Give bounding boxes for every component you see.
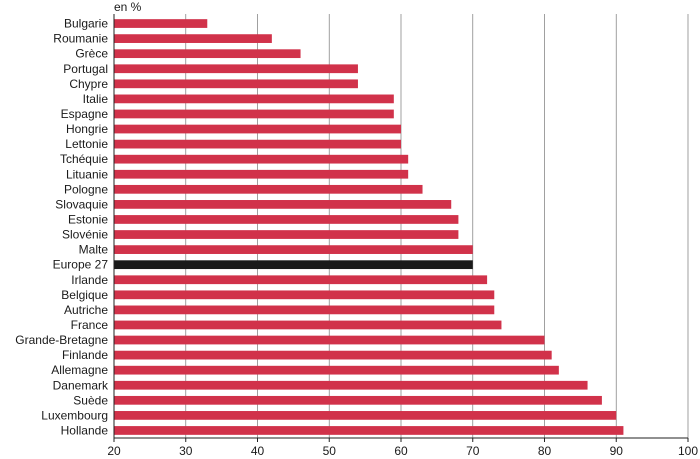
x-tick-label: 60 bbox=[394, 444, 408, 458]
bar-belgique bbox=[114, 290, 495, 300]
bar-malte bbox=[114, 245, 473, 254]
x-axis: 20 30 40 50 60 70 80 90 100 bbox=[107, 14, 698, 458]
category-label: Autriche bbox=[64, 303, 108, 317]
category-label: Slovaquie bbox=[55, 197, 108, 211]
bar-portugal bbox=[114, 64, 358, 74]
category-label: Hongrie bbox=[66, 122, 108, 136]
bar-hongrie bbox=[114, 124, 401, 134]
category-label: Malte bbox=[79, 243, 109, 257]
bar-bulgarie bbox=[114, 19, 208, 28]
category-label: Grande-Bretagne bbox=[15, 333, 108, 347]
x-tick-label: 50 bbox=[323, 444, 337, 458]
category-label: France bbox=[71, 318, 109, 332]
unit-label: en % bbox=[114, 0, 142, 14]
bar-autriche bbox=[114, 305, 495, 315]
category-label: Belgique bbox=[61, 288, 108, 302]
category-label: Pologne bbox=[64, 182, 108, 196]
bar-hollande bbox=[114, 426, 624, 435]
bar-suède bbox=[114, 395, 602, 405]
category-label: Danemark bbox=[53, 378, 109, 392]
bar-danemark bbox=[114, 380, 588, 390]
category-label: Roumanie bbox=[53, 32, 108, 46]
category-label: Italie bbox=[83, 92, 109, 106]
x-tick-label: 90 bbox=[610, 444, 624, 458]
bar-roumanie bbox=[114, 34, 272, 43]
bar-finlande bbox=[114, 350, 552, 360]
category-label: Suède bbox=[73, 393, 108, 407]
bar-grèce bbox=[114, 49, 301, 59]
category-labels: BulgarieRoumanieGrècePortugalChypreItali… bbox=[15, 17, 109, 438]
bar-lituanie bbox=[114, 169, 409, 179]
bar-tchéquie bbox=[114, 154, 409, 164]
category-label: Finlande bbox=[62, 348, 108, 362]
category-label: Tchéquie bbox=[60, 152, 108, 166]
bar-irlande bbox=[114, 275, 488, 285]
bar-grande-bretagne bbox=[114, 335, 545, 345]
category-label: Espagne bbox=[61, 107, 109, 121]
category-label: Lituanie bbox=[66, 167, 108, 181]
bar-lettonie bbox=[114, 139, 401, 149]
category-label: Bulgarie bbox=[64, 17, 108, 31]
x-tick-label: 30 bbox=[179, 444, 193, 458]
bar-slovaquie bbox=[114, 200, 452, 209]
category-label: Chypre bbox=[69, 77, 108, 91]
x-tick-label: 80 bbox=[538, 444, 552, 458]
category-label: Luxembourg bbox=[41, 408, 108, 422]
x-tick-label: 20 bbox=[107, 444, 121, 458]
bar-espagne bbox=[114, 109, 394, 119]
x-tick-label: 100 bbox=[678, 444, 698, 458]
bar-pologne bbox=[114, 184, 423, 194]
category-label: Irlande bbox=[71, 273, 108, 287]
category-label: Hollande bbox=[61, 423, 109, 437]
category-label: Lettonie bbox=[65, 137, 108, 151]
bar-allemagne bbox=[114, 365, 559, 375]
category-label: Estonie bbox=[68, 212, 108, 226]
x-tick-label: 70 bbox=[466, 444, 480, 458]
category-label: Allemagne bbox=[51, 363, 108, 377]
bar-luxembourg bbox=[114, 411, 617, 420]
bar-slovénie bbox=[114, 230, 459, 239]
bar-italie bbox=[114, 94, 394, 104]
bar-france bbox=[114, 320, 502, 330]
bars bbox=[114, 19, 624, 435]
category-label: Slovénie bbox=[62, 228, 108, 242]
bar-europe-27 bbox=[114, 260, 473, 270]
bar-chypre bbox=[114, 79, 358, 89]
x-tick-label: 40 bbox=[251, 444, 265, 458]
category-label: Grèce bbox=[75, 47, 108, 61]
category-label: Portugal bbox=[63, 62, 108, 76]
category-label: Europe 27 bbox=[53, 258, 109, 272]
bar-estonie bbox=[114, 215, 459, 224]
